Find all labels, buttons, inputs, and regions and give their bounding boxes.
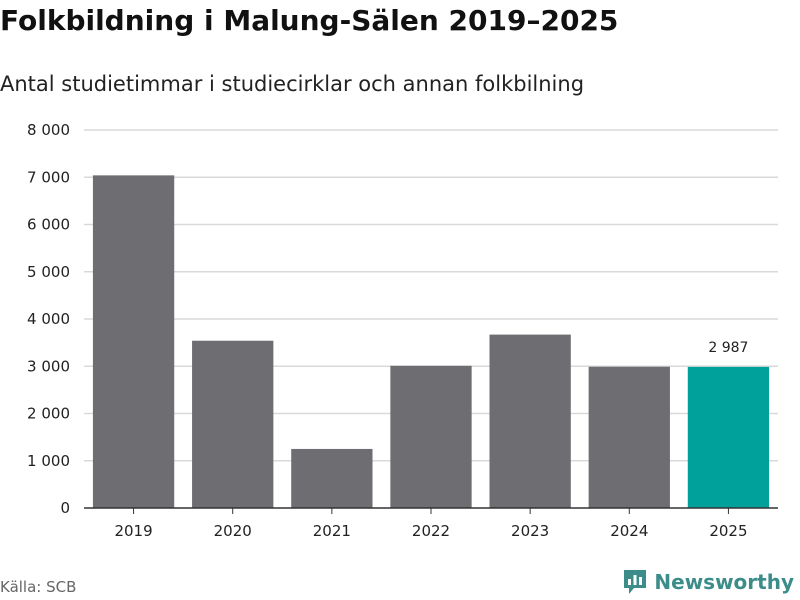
y-tick-label: 8 000	[27, 121, 70, 139]
x-tick-label: 2022	[412, 522, 450, 540]
chart-subtitle: Antal studietimmar i studiecirklar och a…	[0, 72, 585, 96]
x-tick-label: 2021	[313, 522, 351, 540]
bar-2022	[390, 365, 472, 508]
x-tick-label: 2024	[610, 522, 648, 540]
y-tick-label: 5 000	[27, 263, 70, 281]
y-tick-label: 2 000	[27, 405, 70, 423]
x-axis-ticks: 2019 2020 2021 2022 2023 2024 2025	[114, 508, 748, 540]
chart-title: Folkbildning i Malung-Sälen 2019–2025	[0, 4, 619, 37]
y-tick-label: 1 000	[27, 452, 70, 470]
bar-2020	[192, 340, 274, 508]
newsworthy-logo-icon	[624, 570, 647, 594]
y-tick-label: 4 000	[27, 310, 70, 328]
y-tick-label: 3 000	[27, 357, 70, 375]
data-label: 2 987	[708, 340, 748, 356]
bar-2024	[588, 366, 670, 508]
bar-2025	[687, 366, 770, 508]
brand-name: Newsworthy	[654, 570, 794, 594]
x-tick-label: 2025	[709, 522, 747, 540]
bars	[92, 175, 770, 509]
bar-2023	[489, 334, 571, 508]
bar-2019	[92, 175, 175, 509]
y-axis-ticks: 0 1 000 2 000 3 000 4 000 5 000 6 000 7 000 8 00…	[27, 121, 70, 517]
bar-2021	[291, 448, 373, 508]
source-note: Källa: SCB	[0, 578, 77, 596]
brand-logo[interactable]: Newsworthy	[622, 568, 794, 596]
x-tick-label: 2023	[511, 522, 549, 540]
data-labels: 2 987	[708, 340, 748, 356]
y-tick-label: 7 000	[27, 168, 70, 186]
y-tick-label: 6 000	[27, 216, 70, 234]
y-tick-label: 0	[60, 499, 70, 517]
x-tick-label: 2020	[214, 522, 252, 540]
x-tick-label: 2019	[114, 522, 152, 540]
